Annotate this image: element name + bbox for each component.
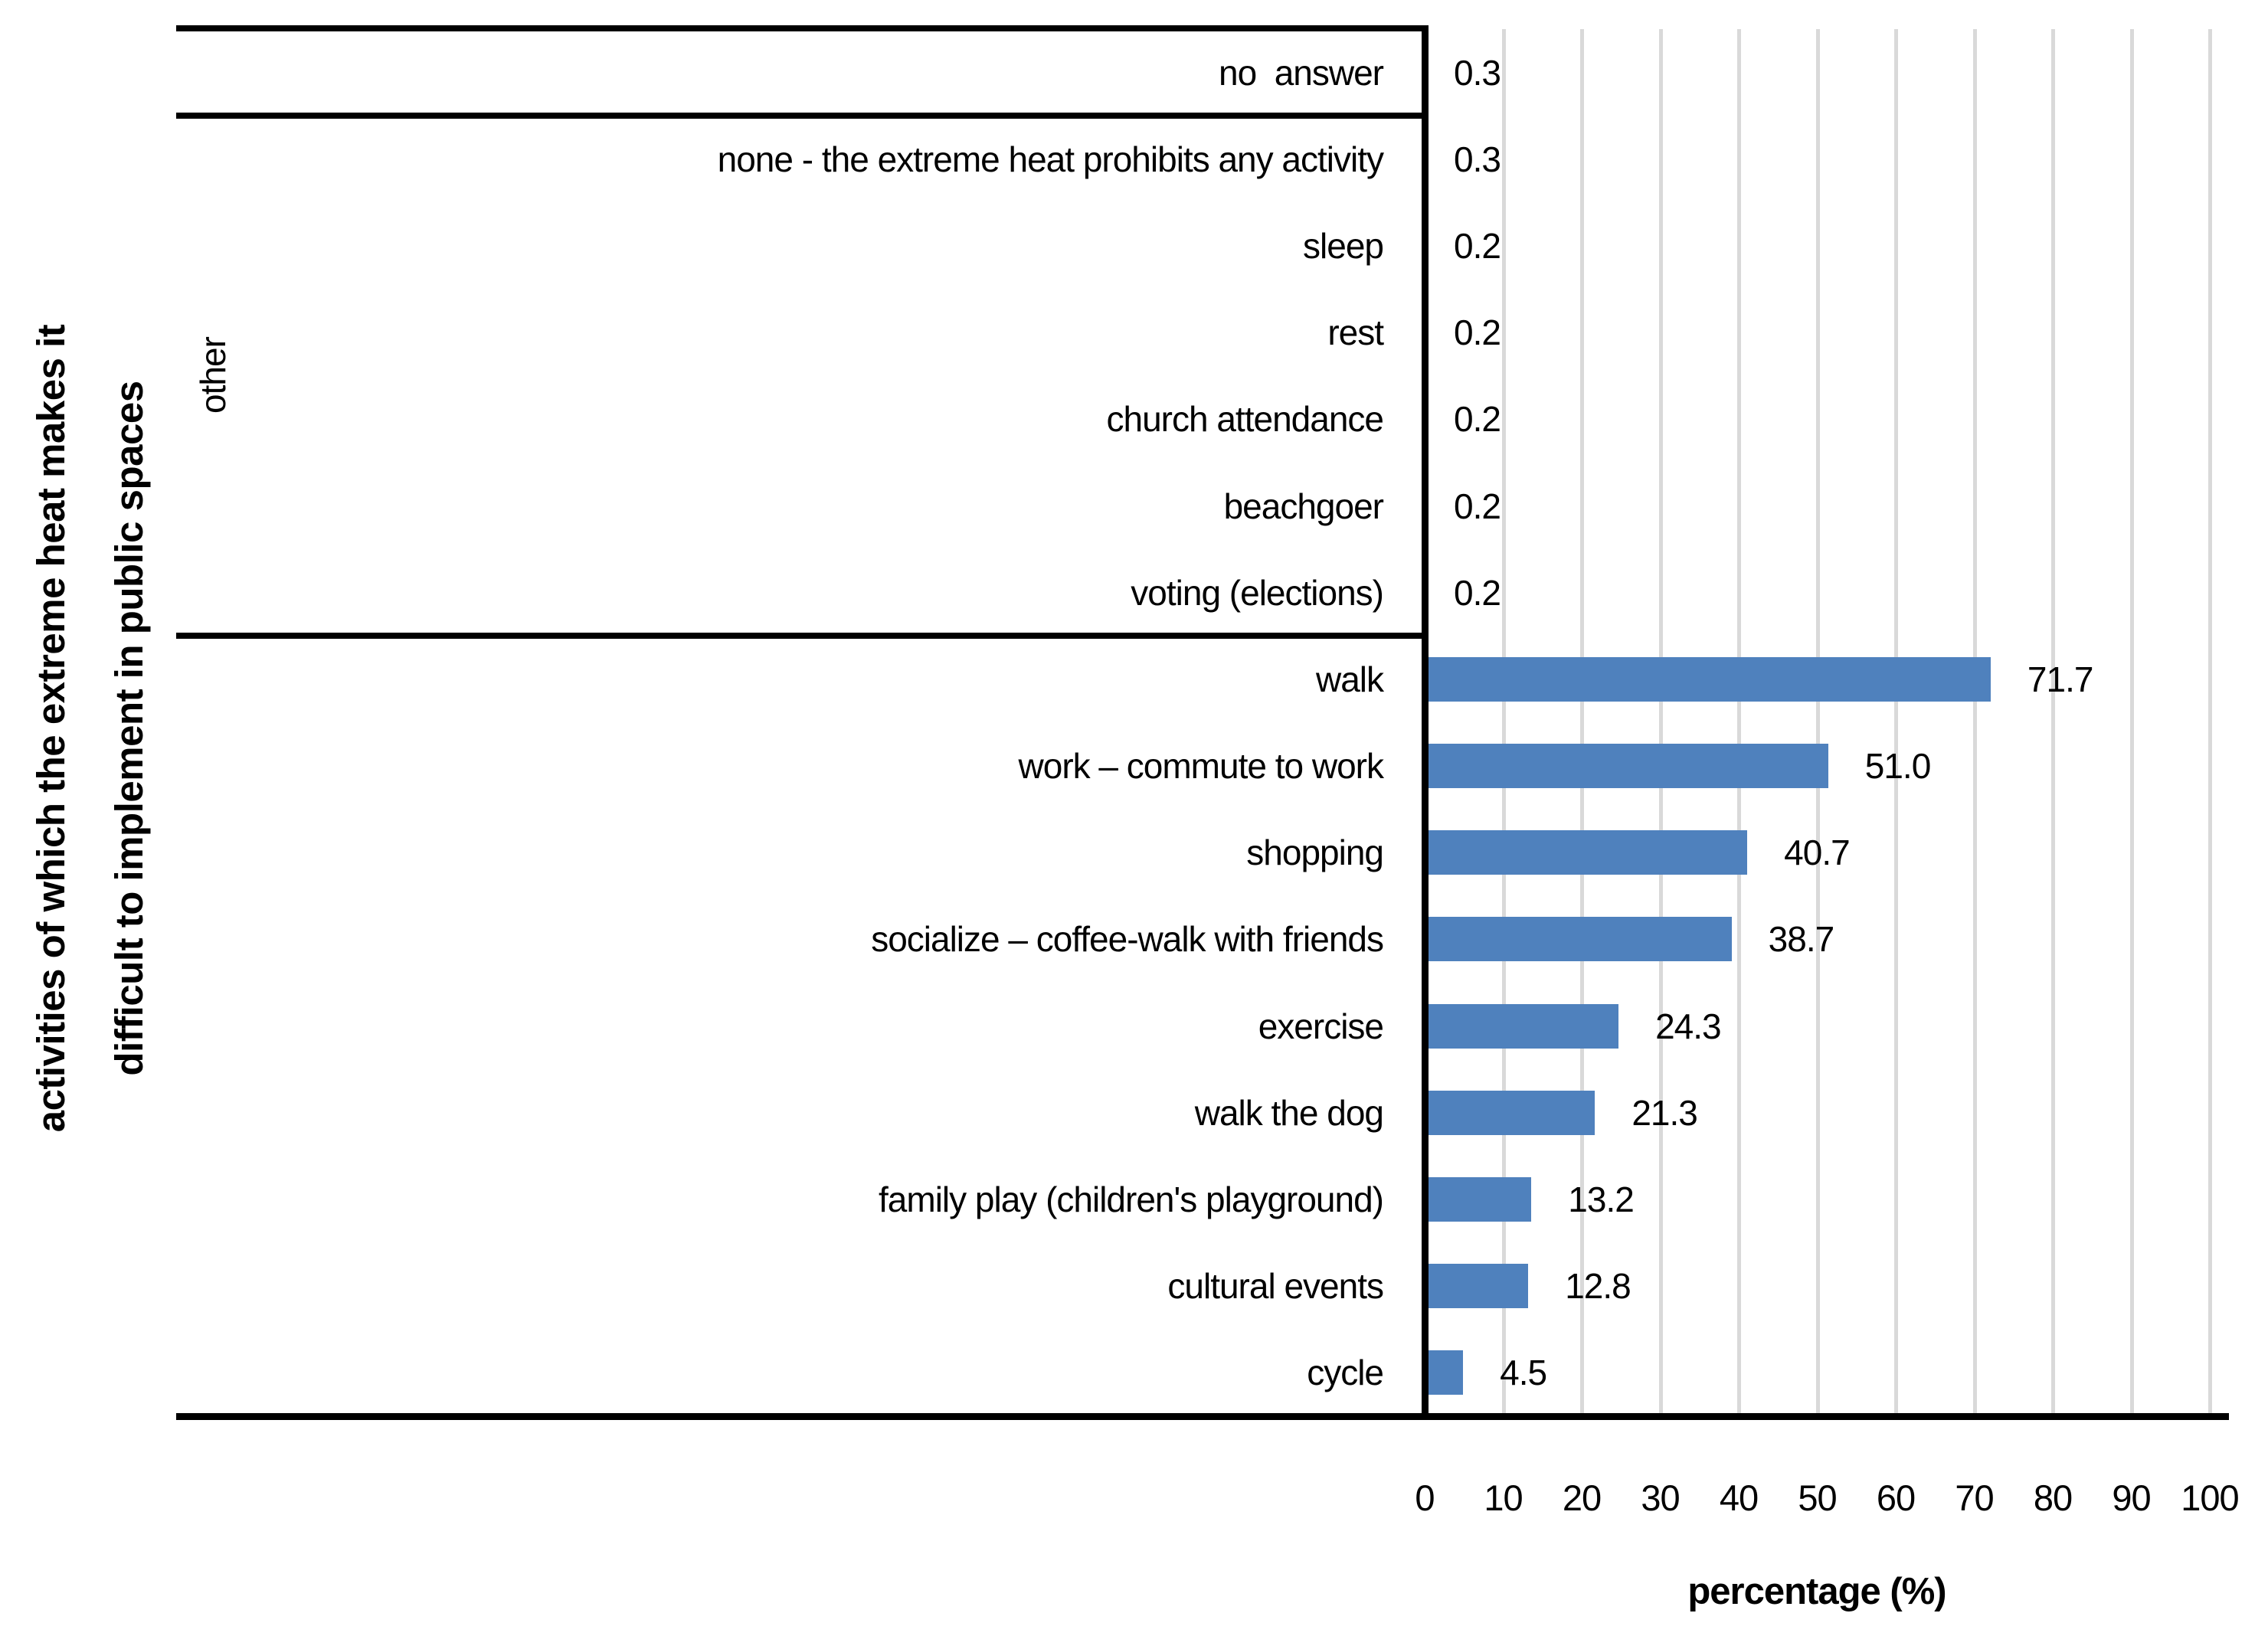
y-axis-title-line-1: activities of which the extreme heat mak… <box>28 324 73 1133</box>
x-tick-label-40: 40 <box>1719 1477 1759 1518</box>
value-label: 51.0 <box>1864 746 1932 787</box>
category-label: beachgoer <box>1223 486 1384 526</box>
value-label: 38.7 <box>1768 919 1835 960</box>
bar <box>1428 656 1991 702</box>
value-label: 0.2 <box>1454 399 1501 440</box>
category-label: shopping <box>1246 833 1384 873</box>
x-tick-label-60: 60 <box>1876 1477 1916 1518</box>
value-label: 71.7 <box>2027 659 2094 699</box>
value-label: 0.2 <box>1454 572 1501 613</box>
x-tick-label-50: 50 <box>1798 1477 1837 1518</box>
category-label: rest <box>1327 312 1384 353</box>
x-axis-title: percentage (%) <box>1687 1571 1946 1612</box>
x-tick-label-10: 10 <box>1484 1477 1523 1518</box>
bar <box>1428 1350 1463 1396</box>
gridline-70 <box>1972 29 1977 1416</box>
x-tick-label-0: 0 <box>1415 1477 1435 1518</box>
gridline-60 <box>1894 29 1898 1416</box>
value-label: 0.3 <box>1454 139 1501 179</box>
category-label: church attendance <box>1106 399 1385 440</box>
x-tick-label-70: 70 <box>1955 1477 1994 1518</box>
category-label: no answer <box>1218 52 1384 93</box>
category-label: exercise <box>1258 1006 1384 1046</box>
category-label: walk <box>1315 659 1384 699</box>
gridline-30 <box>1658 29 1663 1416</box>
value-label: 24.3 <box>1655 1006 1722 1046</box>
x-tick-label-20: 20 <box>1562 1477 1602 1518</box>
x-tick-label-30: 30 <box>1641 1477 1680 1518</box>
value-label: 4.5 <box>1500 1353 1547 1393</box>
category-label: sleep <box>1303 225 1384 266</box>
gridline-50 <box>1815 29 1820 1416</box>
gridline-100 <box>2208 29 2212 1416</box>
gridline-90 <box>2129 29 2134 1416</box>
gridline-10 <box>1501 29 1506 1416</box>
category-label: walk the dog <box>1194 1092 1384 1133</box>
value-label: 0.3 <box>1454 52 1501 93</box>
value-label: 0.2 <box>1454 225 1501 266</box>
value-label: 13.2 <box>1568 1180 1635 1220</box>
bar <box>1428 917 1732 962</box>
separator-below-no-answer <box>176 113 1428 119</box>
x-axis-line <box>176 1413 2229 1420</box>
value-label: 40.7 <box>1784 833 1851 873</box>
value-label: 12.8 <box>1565 1266 1631 1307</box>
category-label: family play (children's playground) <box>879 1180 1384 1220</box>
value-label: 21.3 <box>1631 1092 1698 1133</box>
x-tick-label-90: 90 <box>2112 1477 2151 1518</box>
x-tick-label-80: 80 <box>2033 1477 2073 1518</box>
value-label: 0.2 <box>1454 312 1501 353</box>
bar <box>1428 1003 1618 1049</box>
x-tick-label-100: 100 <box>2181 1477 2239 1518</box>
bar <box>1428 1177 1531 1222</box>
frame-top-line <box>176 25 1428 31</box>
category-label: work – commute to work <box>1018 746 1384 787</box>
bar <box>1428 1264 1528 1309</box>
y-axis-title-line-2: difficult to implement in public spaces <box>106 381 151 1076</box>
gridline-40 <box>1737 29 1741 1416</box>
value-label: 0.2 <box>1454 486 1501 526</box>
bar <box>1428 830 1747 875</box>
category-label: socialize – coffee-walk with friends <box>871 919 1384 960</box>
separator-below-other-group <box>176 633 1428 639</box>
category-label: cultural events <box>1167 1266 1384 1307</box>
bar <box>1428 744 1828 789</box>
gridline-20 <box>1580 29 1584 1416</box>
bar <box>1428 1090 1595 1135</box>
category-label: voting (elections) <box>1131 572 1384 613</box>
y-axis-line <box>1422 25 1429 1420</box>
gridline-80 <box>2051 29 2055 1416</box>
category-label: none - the extreme heat prohibits any ac… <box>717 139 1384 179</box>
category-label: cycle <box>1307 1353 1384 1393</box>
